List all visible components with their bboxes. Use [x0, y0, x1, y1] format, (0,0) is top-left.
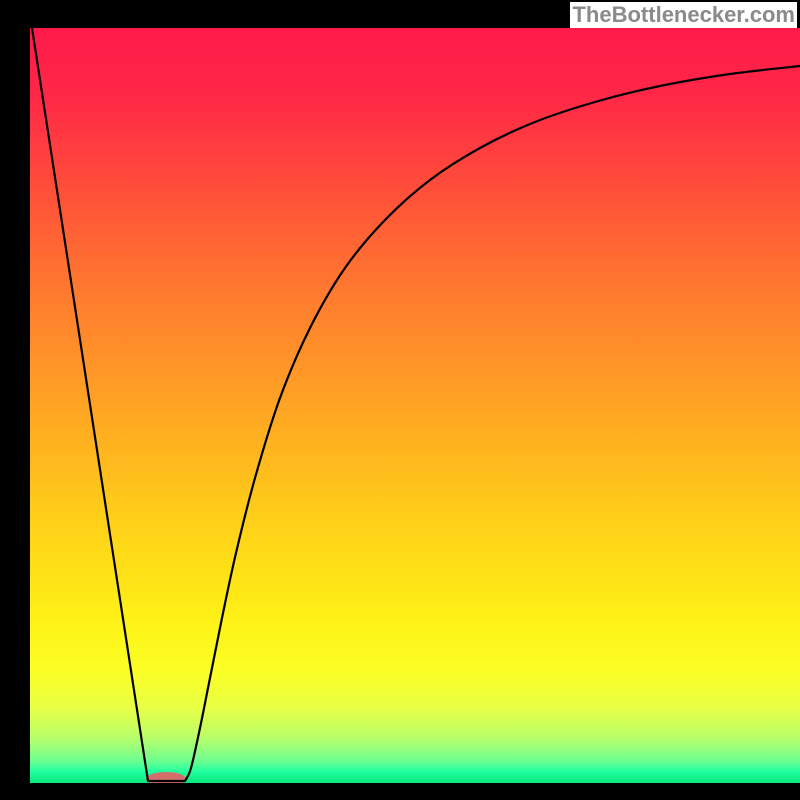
bottleneck-curve	[32, 28, 800, 781]
plot-area	[30, 28, 800, 783]
chart-container: TheBottlenecker.com	[0, 0, 800, 800]
curve-layer	[30, 28, 800, 783]
watermark-label: TheBottlenecker.com	[570, 2, 797, 28]
